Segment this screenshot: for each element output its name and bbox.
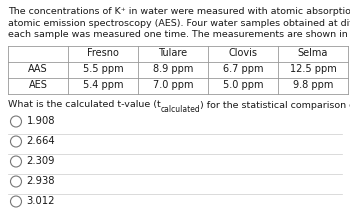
Text: 7.0 ppm: 7.0 ppm	[153, 81, 193, 90]
Text: 1.908: 1.908	[27, 117, 55, 127]
Text: AAS: AAS	[28, 64, 48, 74]
Text: each sample was measured one time. The measurements are shown in the table below: each sample was measured one time. The m…	[8, 30, 350, 39]
Text: 6.7 ppm: 6.7 ppm	[223, 64, 263, 74]
Text: AES: AES	[29, 81, 48, 90]
Text: 9.8 ppm: 9.8 ppm	[293, 81, 333, 90]
Text: 2.664: 2.664	[27, 136, 55, 146]
Text: atomic emission spectroscopy (AES). Four water samples obtained at different cit: atomic emission spectroscopy (AES). Four…	[8, 18, 350, 28]
Text: 8.9 ppm: 8.9 ppm	[153, 64, 193, 74]
Text: Selma: Selma	[298, 49, 328, 59]
Text: 2.938: 2.938	[27, 176, 55, 186]
Text: Fresno: Fresno	[87, 49, 119, 59]
Text: ) for the statistical comparison of these two methods?: ) for the statistical comparison of thes…	[201, 100, 350, 110]
Text: 12.5 ppm: 12.5 ppm	[290, 64, 336, 74]
Text: 5.0 ppm: 5.0 ppm	[223, 81, 263, 90]
Text: 2.309: 2.309	[27, 156, 55, 166]
Text: Clovis: Clovis	[229, 49, 258, 59]
Text: The concentrations of K⁺ in water were measured with atomic absorption spectrosc: The concentrations of K⁺ in water were m…	[8, 7, 350, 16]
Text: 3.012: 3.012	[27, 197, 55, 207]
Text: calculated: calculated	[161, 105, 201, 113]
Text: 5.5 ppm: 5.5 ppm	[83, 64, 123, 74]
Text: Tulare: Tulare	[159, 49, 188, 59]
Text: What is the calculated t-value (t: What is the calculated t-value (t	[8, 100, 161, 110]
Text: 5.4 ppm: 5.4 ppm	[83, 81, 123, 90]
